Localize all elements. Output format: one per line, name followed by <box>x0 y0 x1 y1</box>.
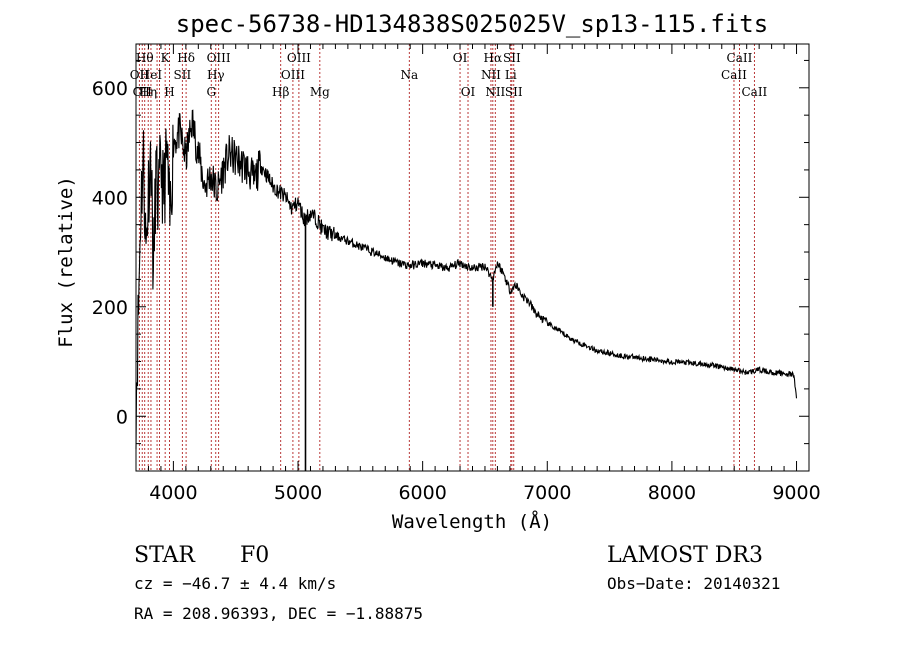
line-label-8: H <box>164 85 174 99</box>
x-tick-label-7000: 7000 <box>523 482 571 504</box>
line-label-18: Na <box>400 68 418 82</box>
line-label-7: K <box>161 51 171 65</box>
line-label-23: NII <box>485 85 505 99</box>
spectral-line-markers <box>138 44 755 471</box>
x-tick-label-6000: 6000 <box>398 482 446 504</box>
y-axis-ticks: 0 200 400 600 <box>92 59 809 472</box>
line-label-4: HeI <box>140 68 163 82</box>
chart-title: spec-56738-HD134838S025025V_sp13-115.fit… <box>176 10 768 38</box>
line-label-3: Hη <box>139 85 157 99</box>
line-label-16: OIII <box>287 51 311 65</box>
line-label-10: Hδ <box>177 51 195 65</box>
y-tick-label-400: 400 <box>92 187 128 209</box>
line-label-17: Mg <box>310 85 330 99</box>
redshift-cz: cz = −46.7 ± 4.4 km/s <box>134 574 336 593</box>
observation-date: Obs−Date: 20140321 <box>607 574 780 593</box>
object-class: STAR <box>134 543 196 568</box>
line-label-2: Hθ <box>136 51 154 65</box>
spectral-subclass: F0 <box>240 543 269 568</box>
y-tick-label-0: 0 <box>116 406 128 428</box>
line-label-24: Li <box>505 68 517 82</box>
flux-series-line <box>135 109 798 450</box>
line-label-22: Hα <box>484 51 503 65</box>
x-tick-label-4000: 4000 <box>149 482 197 504</box>
x-tick-label-9000: 9000 <box>772 482 820 504</box>
line-label-15: OIII <box>281 68 305 82</box>
line-label-11: G <box>206 85 216 99</box>
line-label-28: CaII <box>727 51 753 65</box>
line-label-14: Hβ <box>272 85 289 99</box>
line-label-29: CaII <box>741 85 767 99</box>
x-axis-title: Wavelength (Å) <box>392 510 552 533</box>
line-label-21: NII <box>481 68 501 82</box>
line-label-20: OI <box>461 85 476 99</box>
line-label-9: SII <box>174 68 192 82</box>
spectral-line-labels: OIIOIIHθHηHeIKHSIIHδGHγOIIIHβOIIIOIIIMgN… <box>130 51 768 99</box>
plot-frame <box>135 43 810 472</box>
y-tick-label-600: 600 <box>92 78 128 100</box>
line-label-12: Hγ <box>207 68 225 82</box>
y-tick-label-200: 200 <box>92 297 128 319</box>
line-label-27: CaII <box>721 68 747 82</box>
line-label-0: OII <box>130 68 150 82</box>
coordinates: RA = 208.96393, DEC = −1.88875 <box>134 604 423 623</box>
y-axis-title: Flux (relative) <box>55 176 77 348</box>
line-label-19: OI <box>453 51 468 65</box>
x-axis-ticks: 4000 5000 6000 7000 8000 9000 <box>147 44 821 504</box>
absorption-dips <box>304 218 494 471</box>
x-tick-label-5000: 5000 <box>274 482 322 504</box>
line-label-25: SII <box>503 51 521 65</box>
x-tick-label-8000: 8000 <box>648 482 696 504</box>
line-label-26: SII <box>505 85 523 99</box>
survey-name: LAMOST DR3 <box>607 543 763 568</box>
line-label-13: OIII <box>207 51 231 65</box>
line-label-1: OII <box>133 85 153 99</box>
